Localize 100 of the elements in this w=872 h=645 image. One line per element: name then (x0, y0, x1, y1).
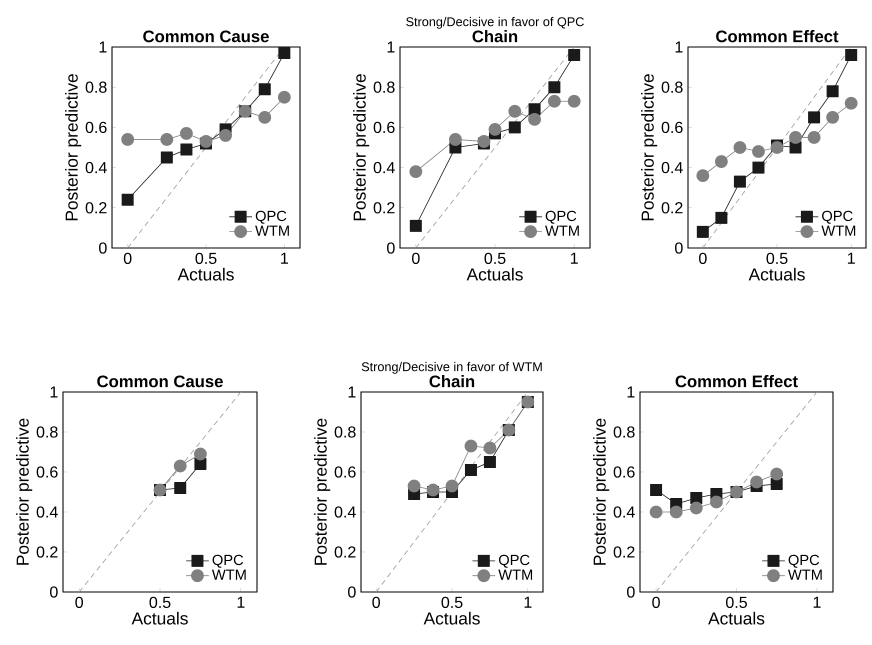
y-tick-label: 0.4 (36, 506, 58, 518)
point (122, 194, 134, 206)
point (808, 131, 820, 144)
x-tick-label: 1 (570, 252, 578, 264)
y-tick-label: 0 (50, 586, 58, 598)
x-tick-label: 0 (699, 252, 707, 264)
legend-label: WTM (821, 226, 856, 236)
point (770, 141, 784, 154)
point (408, 480, 420, 492)
y-tick-label: 0.2 (36, 546, 58, 558)
y-axis-title: Posterior predictive (65, 74, 82, 220)
point (174, 460, 187, 472)
y-tick-label: 0.4 (374, 162, 395, 174)
legend-label: QPC (788, 554, 820, 568)
point (710, 496, 723, 508)
y-tick-label: 0 (387, 242, 395, 254)
x-tick-label: 0.5 (196, 252, 216, 264)
y-tick-label: 1 (628, 386, 635, 398)
y-tick-label: 0.8 (662, 82, 683, 93)
legend-label: WTM (498, 570, 532, 580)
point (752, 162, 764, 174)
point (548, 81, 560, 94)
point (194, 448, 207, 460)
point (650, 484, 662, 496)
y-tick-label: 0.2 (374, 202, 394, 214)
legend-label: QPC (256, 210, 286, 224)
point (826, 110, 840, 124)
point (696, 169, 710, 182)
y-tick-label: 0.8 (86, 82, 107, 93)
x-tick-label: 0.5 (150, 596, 170, 608)
y-tick-label: 0.4 (334, 506, 356, 518)
y-tick-label: 0 (99, 242, 107, 254)
y-axis-title: Posterior predictive (641, 74, 658, 220)
point (844, 96, 858, 110)
point (790, 141, 802, 154)
point (696, 226, 709, 238)
chart-title: Common Cause (97, 375, 223, 388)
y-tick-label: 0.8 (374, 82, 395, 93)
point (484, 456, 496, 468)
point (488, 122, 502, 136)
point (180, 144, 192, 156)
point (160, 152, 173, 164)
legend-label: QPC (212, 554, 244, 568)
point (789, 131, 802, 144)
point (174, 482, 186, 494)
y-tick-label: 0.4 (614, 506, 635, 518)
x-tick-label: 1 (814, 596, 821, 608)
x-axis-title: Actuals (424, 612, 480, 625)
y-tick-label: 0.2 (662, 202, 682, 214)
x-tick-label: 1 (524, 596, 532, 608)
chart-subtitle: Strong/Decisive in favor of QPC (406, 16, 584, 29)
point (808, 111, 820, 124)
y-tick-label: 0 (348, 586, 356, 598)
y-axis-title: Posterior predictive (353, 74, 370, 220)
point (826, 85, 839, 98)
point (528, 112, 541, 126)
chart-title: Common Effect (676, 375, 798, 388)
point (750, 476, 763, 488)
y-tick-label: 0.6 (614, 466, 635, 478)
x-axis-title: Actuals (708, 612, 764, 625)
legend-label: QPC (498, 554, 530, 568)
y-tick-label: 1 (50, 386, 58, 398)
point (508, 104, 522, 118)
point (670, 506, 683, 518)
y-tick-label: 0.2 (614, 546, 634, 558)
chart-title: Chain (472, 30, 518, 42)
y-tick-label: 0.8 (36, 426, 58, 438)
point (568, 94, 581, 108)
y-tick-label: 0.4 (86, 162, 107, 174)
y-tick-label: 0 (627, 586, 635, 598)
y-tick-label: 0.2 (86, 202, 106, 214)
point (464, 440, 478, 452)
legend-label: WTM (255, 226, 289, 236)
point (650, 506, 662, 518)
y-tick-label: 0.4 (662, 162, 683, 174)
point (734, 176, 746, 188)
legend-label: WTM (788, 570, 822, 580)
point (121, 133, 134, 146)
legend-label: WTM (212, 570, 246, 580)
point (449, 133, 462, 146)
point (508, 121, 521, 134)
y-tick-label: 0.6 (662, 122, 683, 134)
x-tick-label: 0 (652, 596, 660, 608)
point (160, 133, 174, 146)
legend-label: WTM (545, 226, 579, 236)
point (752, 145, 765, 158)
point (258, 110, 272, 124)
x-axis-title: Actuals (132, 612, 188, 625)
chart-title: Chain (430, 375, 474, 388)
y-tick-label: 0 (675, 242, 683, 254)
point (548, 94, 561, 108)
y-tick-label: 0.6 (36, 466, 58, 478)
point (446, 480, 458, 492)
point (180, 127, 193, 140)
x-axis-title: Actuals (748, 268, 805, 281)
point (568, 49, 580, 62)
point (464, 464, 477, 476)
x-tick-label: 1 (281, 252, 288, 264)
y-tick-label: 0.6 (334, 466, 356, 478)
y-axis-title: Posterior predictive (593, 418, 610, 565)
